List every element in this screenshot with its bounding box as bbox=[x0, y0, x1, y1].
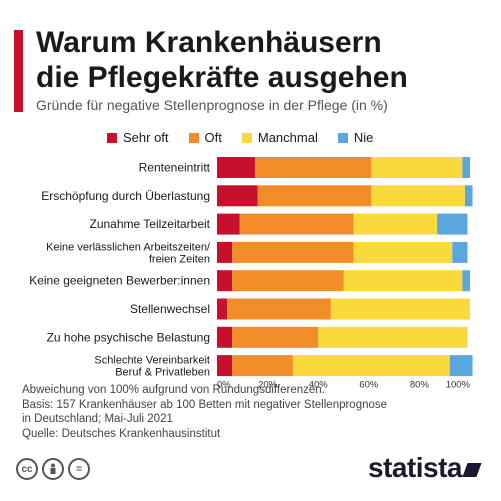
x-tick-label-1: 20% bbox=[258, 379, 278, 390]
bar-segment-7-2 bbox=[292, 355, 450, 377]
legend-item-sehr-oft: Sehr oft bbox=[107, 130, 169, 145]
bar-segment-6-1 bbox=[232, 326, 319, 348]
x-tick-label-3: 60% bbox=[359, 379, 379, 390]
bar-segment-5-1 bbox=[227, 298, 331, 320]
chart-subtitle: Gründe für negative Stellenprognose in d… bbox=[36, 97, 388, 113]
person-icon[interactable] bbox=[42, 458, 64, 480]
x-tick-label-4: 80% bbox=[410, 379, 430, 390]
bar-segment-3-3 bbox=[452, 241, 468, 263]
category-label-0: Renteneintritt bbox=[139, 161, 211, 175]
title-line-2: die Pflegekräfte ausgehen bbox=[36, 61, 408, 94]
legend-item-oft: Oft bbox=[188, 130, 222, 145]
category-label-2: Zunahme Teilzeitarbeit bbox=[89, 217, 210, 231]
bar-segment-2-1 bbox=[239, 213, 354, 235]
legend: Sehr oft Oft Manchmal Nie bbox=[107, 130, 373, 145]
legend-swatch-nie bbox=[337, 132, 348, 143]
bar-segment-7-3 bbox=[449, 355, 473, 377]
bar-segment-0-2 bbox=[371, 157, 463, 178]
legend-item-nie: Nie bbox=[337, 130, 374, 145]
category-label-5: Stellenwechsel bbox=[130, 302, 210, 316]
category-label-4: Keine geeigneten Bewerber:innen bbox=[29, 274, 210, 288]
category-label-3-0: Keine verlässlichen Arbeitszeiten/ bbox=[46, 241, 211, 253]
bar-segment-1-0 bbox=[217, 185, 258, 207]
footnotes: Abweichung von 100% aufgrund von Rundung… bbox=[22, 383, 387, 441]
legend-swatch-sehr-oft bbox=[107, 132, 117, 143]
category-label-6: Zu hohe psychische Belastung bbox=[47, 330, 210, 344]
bar-segment-4-3 bbox=[462, 270, 470, 292]
note-basis: Basis: 157 Krankenhäuser ab 100 Betten m… bbox=[22, 398, 388, 411]
legend-swatch-manchmal bbox=[241, 132, 252, 143]
bar-segment-0-3 bbox=[462, 157, 470, 178]
x-tick-label-0: 0% bbox=[217, 379, 231, 390]
equals-icon[interactable]: = bbox=[68, 458, 90, 480]
bar-segment-1-2 bbox=[371, 185, 465, 207]
note-rounding: Abweichung von 100% aufgrund von Rundung… bbox=[22, 384, 325, 396]
brand-text: statista bbox=[367, 452, 463, 483]
note-basis-cont: in Deutschland; Mai-Juli 2021 bbox=[22, 413, 173, 425]
bar-segment-2-2 bbox=[353, 213, 438, 235]
chart-title: Warum Krankenhäusern die Pflegekräfte au… bbox=[36, 25, 476, 95]
license-icons: cc = bbox=[16, 458, 90, 480]
statista-logo[interactable]: statista bbox=[367, 452, 482, 484]
bar-segment-5-0 bbox=[217, 298, 228, 320]
bar-segment-1-1 bbox=[257, 185, 372, 207]
legend-label-nie: Nie bbox=[353, 130, 374, 145]
title-line-1: Warum Krankenhäusern bbox=[36, 26, 382, 59]
bar-segment-2-0 bbox=[217, 213, 240, 235]
bar-segment-1-3 bbox=[464, 185, 473, 207]
legend-swatch-oft bbox=[188, 132, 199, 143]
category-label-7-0: Schlechte Vereinbarkeit bbox=[94, 355, 210, 367]
bar-segment-3-1 bbox=[232, 241, 354, 263]
x-tick-label-2: 40% bbox=[309, 379, 329, 390]
category-label-7-1: Beruf & Privatleben bbox=[115, 367, 210, 379]
bar-segment-4-0 bbox=[217, 270, 233, 292]
bar-segment-0-0 bbox=[217, 157, 255, 178]
bar-segment-7-1 bbox=[232, 355, 293, 377]
bar-segment-6-2 bbox=[318, 326, 468, 348]
accent-bar bbox=[14, 30, 23, 112]
legend-label-manchmal: Manchmal bbox=[257, 130, 318, 145]
legend-label-sehr-oft: Sehr oft bbox=[123, 130, 169, 145]
bar-segment-4-1 bbox=[232, 270, 344, 292]
bar-segment-0-1 bbox=[254, 157, 372, 178]
bar-segment-6-0 bbox=[217, 326, 233, 348]
bar-segment-5-2 bbox=[330, 298, 470, 320]
note-source: Quelle: Deutsches Krankenhausinstitut bbox=[22, 427, 221, 440]
brand-mark-icon bbox=[462, 462, 482, 477]
legend-label-oft: Oft bbox=[204, 130, 222, 145]
bar-segment-2-3 bbox=[437, 213, 468, 235]
bar-segment-4-2 bbox=[343, 270, 463, 292]
bar-segment-3-2 bbox=[353, 241, 453, 263]
bar-segment-3-0 bbox=[217, 241, 233, 263]
category-label-1: Erschöpfung durch Überlastung bbox=[41, 189, 210, 203]
cc-icon[interactable]: cc bbox=[16, 458, 38, 480]
bar-segment-7-0 bbox=[217, 355, 233, 377]
category-label-3-1: freien Zeiten bbox=[149, 253, 210, 265]
x-tick-label-5: 100% bbox=[446, 379, 471, 390]
legend-item-manchmal: Manchmal bbox=[241, 130, 318, 145]
